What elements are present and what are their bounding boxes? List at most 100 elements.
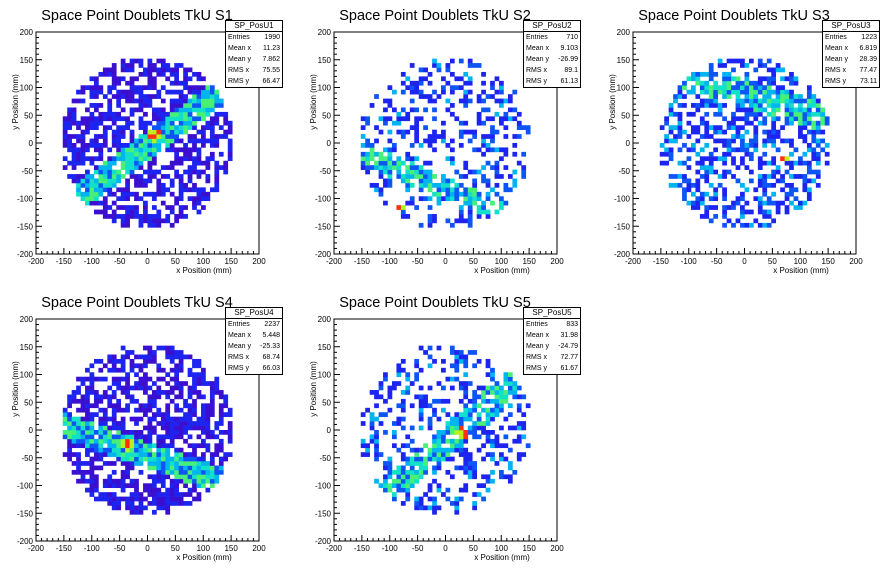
heatmap-cell xyxy=(80,438,86,444)
heatmap-cell xyxy=(418,178,424,184)
heatmap-cell xyxy=(125,430,130,435)
heatmap-cell xyxy=(713,94,719,99)
heatmap-cell xyxy=(120,483,126,489)
heatmap-cell xyxy=(463,200,469,206)
heatmap-cell xyxy=(192,107,197,113)
heatmap-cell xyxy=(138,89,144,95)
heatmap-cell xyxy=(129,76,135,82)
heatmap-cell xyxy=(178,416,184,422)
heatmap-cell xyxy=(708,169,714,175)
heatmap-cell xyxy=(418,385,424,391)
heatmap-cell xyxy=(174,381,180,386)
heatmap-cell xyxy=(125,403,130,409)
heatmap-cell xyxy=(85,407,90,413)
heatmap-cell xyxy=(405,116,411,122)
heatmap-cell xyxy=(512,390,518,395)
heatmap-cell xyxy=(753,134,759,139)
heatmap-cells xyxy=(360,58,531,228)
heatmap-cell xyxy=(151,111,157,117)
heatmap-cell xyxy=(151,214,157,219)
heatmap-cell xyxy=(476,116,482,122)
heatmap-cell xyxy=(138,178,144,184)
heatmap-cell xyxy=(71,421,77,426)
heatmap-cell xyxy=(134,196,139,202)
heatmap-cell xyxy=(731,58,736,64)
heatmap-cell xyxy=(156,187,162,193)
heatmap-cell xyxy=(134,209,139,215)
heatmap-cell xyxy=(445,196,451,202)
heatmap-cell xyxy=(169,165,175,170)
heatmap-cell xyxy=(209,89,215,95)
heatmap-cell xyxy=(209,156,215,162)
heatmap-cell xyxy=(454,447,460,453)
heatmap-cell xyxy=(89,483,95,489)
heatmap-cell xyxy=(445,430,451,435)
heatmap-cell xyxy=(205,111,211,117)
heatmap-cell xyxy=(405,487,411,493)
heatmap-cell xyxy=(383,465,388,471)
heatmap-cell xyxy=(436,434,442,440)
stats-label: RMS x xyxy=(825,67,846,74)
heatmap-cell xyxy=(116,358,122,364)
heatmap-cell xyxy=(806,196,812,202)
heatmap-cell xyxy=(169,354,175,360)
heatmap-cell xyxy=(178,434,184,440)
heatmap-cell xyxy=(120,456,126,462)
heatmap-cell xyxy=(499,456,504,462)
heatmap-cell xyxy=(76,443,81,449)
heatmap-cell xyxy=(174,421,180,426)
heatmap-cell xyxy=(806,94,812,99)
heatmap-cell xyxy=(143,71,148,77)
stats-value: 77.47 xyxy=(859,67,877,74)
heatmap-cell xyxy=(436,430,442,435)
heatmap-cell xyxy=(784,191,790,197)
heatmap-cell xyxy=(432,456,437,462)
heatmap-cell xyxy=(129,120,135,126)
heatmap-cell xyxy=(183,71,188,77)
heatmap-cell xyxy=(134,505,139,511)
heatmap-cell xyxy=(156,111,162,117)
heatmap-cell xyxy=(93,483,99,489)
heatmap-cell xyxy=(485,372,491,378)
heatmap-cell xyxy=(383,165,388,170)
heatmap-cell xyxy=(134,416,139,422)
heatmap-cell xyxy=(227,438,233,444)
heatmap-cell xyxy=(183,151,188,157)
heatmap-cell xyxy=(405,169,411,175)
heatmap-cell xyxy=(766,174,772,179)
heatmap-cell xyxy=(138,509,144,515)
heatmap-cell xyxy=(771,191,777,197)
heatmap-cell xyxy=(400,160,406,166)
heatmap-cell xyxy=(196,151,202,157)
heatmap-cell xyxy=(143,505,148,511)
heatmap-cell xyxy=(499,147,504,153)
heatmap-cell xyxy=(753,89,759,95)
x-tick-label: 100 xyxy=(495,544,509,553)
heatmap-cell xyxy=(454,358,460,364)
heatmap-cell xyxy=(423,505,428,511)
heatmap-cell xyxy=(490,412,495,417)
heatmap-cell xyxy=(76,465,81,471)
heatmap-cell xyxy=(187,385,193,391)
heatmap-cell xyxy=(427,205,433,210)
heatmap-cell xyxy=(463,456,469,462)
heatmap-cell xyxy=(71,434,77,440)
y-tick-label: 0 xyxy=(29,139,34,148)
heatmap-cell xyxy=(378,483,384,489)
heatmap-cell xyxy=(441,407,446,413)
heatmap-cell xyxy=(793,160,799,166)
heatmap-cell xyxy=(143,209,148,215)
heatmap-cell xyxy=(682,187,687,193)
heatmap-cell xyxy=(76,151,81,157)
heatmap-cell xyxy=(378,452,384,457)
heatmap-cell xyxy=(138,434,144,440)
heatmap-cell xyxy=(183,430,188,435)
heatmap-cell xyxy=(668,174,674,179)
heatmap-cell xyxy=(695,76,701,82)
heatmap-cell xyxy=(223,165,229,170)
heatmap-cell xyxy=(227,452,233,457)
heatmap-cell xyxy=(98,425,104,431)
heatmap-cell xyxy=(160,85,166,91)
heatmap-cell xyxy=(731,174,736,179)
heatmap-cell xyxy=(441,89,446,95)
